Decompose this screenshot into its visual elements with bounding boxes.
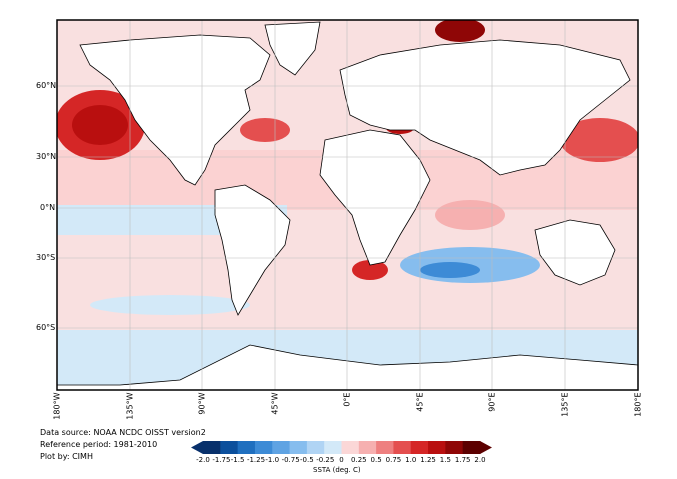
colorbar-tick-label: 1.75 [454,456,471,464]
land-australia [534,219,616,286]
colorbar-tick-label: -1.0 [265,456,280,464]
map-area [57,20,638,390]
colorbar-segment [410,441,429,454]
lon-label-90e: 90°E [487,392,497,412]
colorbar-tick-label: -1.25 [246,456,266,464]
colorbar-segment [237,441,256,454]
warm-anomaly-arctic [435,20,485,42]
colorbar-tick-label: 0.25 [351,456,367,464]
land-africa [319,129,431,266]
colorbar-tick-label: 0 [339,456,344,464]
lat-label-30s: 30°S [36,253,56,262]
reference-period-text: Reference period: 1981-2010 [40,440,158,449]
lon-label-45e: 45°E [415,392,425,412]
colorbar-segment [428,441,446,454]
warm-anomaly-agulhas [352,260,388,280]
colorbar-segment [254,441,273,454]
lon-label-135w: 135°W [125,392,135,420]
data-source-text: Data source: NOAA NCDC OISST version2 [40,428,206,437]
land-europe-asia [339,39,631,176]
colorbar-segment [358,441,377,454]
lon-label-90w: 90°W [197,392,207,415]
colorbar-segment [220,441,239,454]
colorbar-tick-label: 1.25 [420,456,436,464]
colorbar-tick-label: 0.75 [385,456,402,464]
colorbar-segment [203,441,221,454]
lon-label-45w: 45°W [270,392,280,415]
land-north-america [79,34,271,186]
land-greenland [264,21,321,76]
lon-label-180w: 180°W [52,392,62,420]
colorbar-tick-label: -0.75 [281,456,300,464]
graticule [57,20,638,390]
colorbar-segment [376,441,394,454]
colorbar-tick-label: -0.25 [316,456,335,464]
lon-label-180e: 180°E [633,392,643,417]
cool-anomaly-south-indian-core [420,262,480,278]
colorbar-arrow-high [480,441,492,454]
lon-label-135e: 135°E [560,392,570,417]
colorbar-tick-label: 0.5 [370,456,382,464]
lon-label-0e: 0°E [342,392,352,407]
colorbar-segment [324,441,342,454]
lat-label-60n: 60°N [36,81,57,90]
colorbar [191,441,492,454]
colorbar-tick-label: -1.75 [212,456,231,464]
lat-label-60s: 60°S [36,323,56,332]
colorbar-segment [445,441,464,454]
warm-anomaly-indian-ocean [435,200,505,230]
colorbar-title: SSTA (deg. C) [313,466,361,474]
colorbar-tick-label: 1.0 [405,456,417,464]
colorbar-tick-label: 1.5 [439,456,451,464]
colorbar-segment [393,441,412,454]
colorbar-segment [462,441,481,454]
colorbar-tick-label: -2.0 [196,456,210,464]
colorbar-arrow-low [191,441,203,454]
colorbar-segment [341,441,360,454]
colorbar-tick-label: -1.5 [230,456,245,464]
warm-anomaly-northwest-pacific [560,118,638,162]
colorbar-segment [289,441,308,454]
colorbar-segment [306,441,325,454]
map-frame [56,19,639,391]
colorbar-tick-label: -0.5 [300,456,314,464]
colorbar-segment [272,441,291,454]
warm-anomaly-north-pacific-core [72,105,128,145]
warm-anomaly-gulf-stream [240,118,290,142]
cool-anomaly-south-pacific [90,295,250,315]
colorbar-tick-label: 2.0 [474,456,486,464]
lat-label-0n: 0°N [40,203,56,212]
plot-by-text: Plot by: CIMH [40,452,93,461]
land-south-america [214,184,291,316]
lat-label-30n: 30°N [36,152,57,161]
